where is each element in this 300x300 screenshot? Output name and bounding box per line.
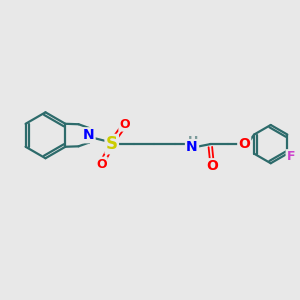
Text: O: O [206, 159, 218, 173]
Text: O: O [238, 137, 250, 151]
Text: O: O [119, 118, 130, 130]
Text: S: S [106, 135, 118, 153]
Text: F: F [286, 150, 295, 163]
Text: N: N [83, 128, 94, 142]
Text: N: N [186, 140, 198, 154]
Text: O: O [96, 158, 107, 171]
Text: H: H [188, 135, 198, 148]
